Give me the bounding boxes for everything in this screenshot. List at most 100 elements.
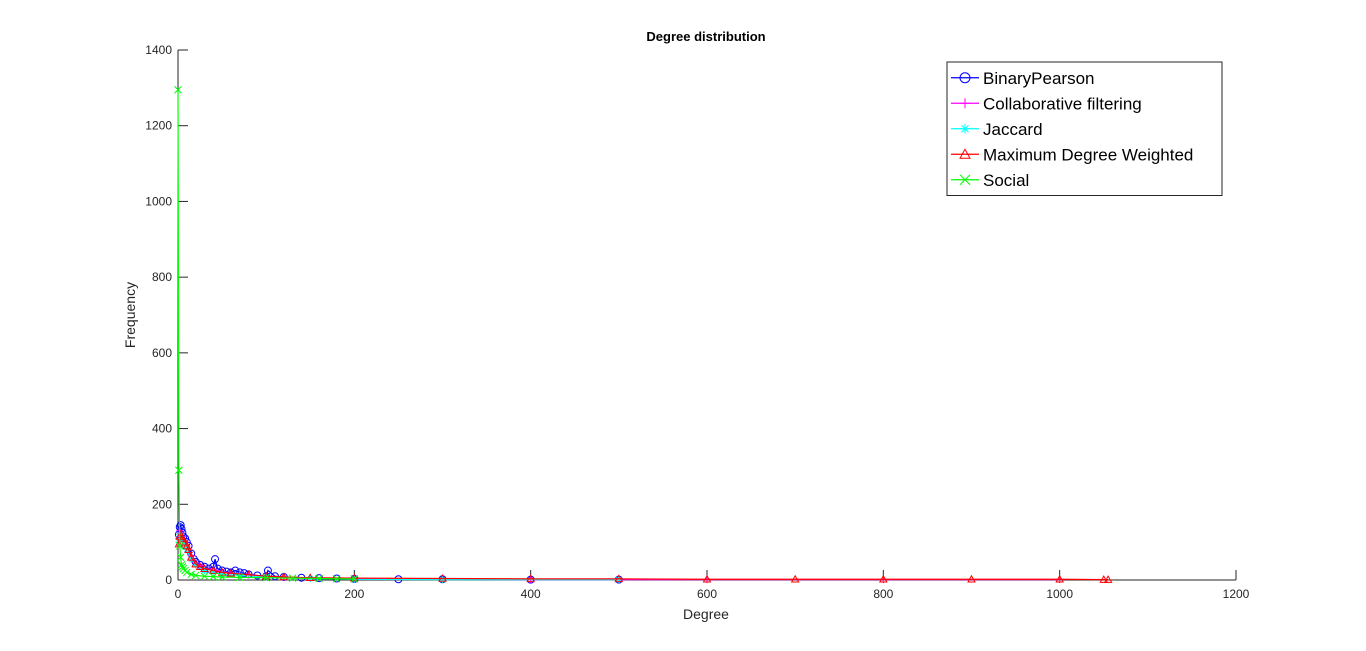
marker-stroke — [182, 568, 191, 577]
marker-stroke — [262, 573, 271, 582]
data-point — [263, 566, 272, 575]
marker-stroke — [191, 571, 200, 580]
x-tick-label: 800 — [873, 587, 893, 601]
data-point — [176, 521, 185, 530]
legend-label: Jaccard — [983, 120, 1043, 139]
x-axis-label: Degree — [683, 606, 729, 622]
y-tick-label: 600 — [152, 346, 172, 360]
marker-stroke — [235, 573, 244, 582]
data-point — [262, 573, 271, 582]
series-line — [178, 533, 1109, 581]
data-point — [305, 573, 315, 582]
data-point — [186, 552, 196, 561]
chart-title: Degree distribution — [646, 29, 765, 44]
legend: BinaryPearson Collaborative filtering Jacc… — [946, 61, 1223, 196]
data-point — [175, 542, 184, 550]
data-point — [191, 559, 200, 568]
legend-box — [946, 61, 1223, 196]
data-point — [332, 575, 341, 583]
y-tick-label: 1400 — [145, 43, 172, 57]
y-tick-label: 800 — [152, 270, 172, 284]
legend-marker — [959, 148, 971, 159]
legend-label: Social — [983, 171, 1029, 190]
y-tick-label: 1200 — [145, 119, 172, 133]
data-point — [790, 574, 800, 583]
legend-label: Collaborative filtering — [983, 94, 1142, 113]
x-tick-label: 200 — [344, 587, 364, 601]
legend-item: Jaccard — [951, 120, 1043, 139]
y-axis-label: Frequency — [122, 282, 138, 348]
y-tick-label: 200 — [152, 497, 172, 511]
marker-stroke — [218, 573, 226, 581]
x-tick-label: 600 — [697, 587, 717, 601]
data-point — [218, 573, 226, 581]
marker-stroke — [187, 570, 196, 579]
marker-stroke — [209, 572, 218, 581]
data-point — [184, 545, 193, 554]
plot-layer — [174, 85, 1113, 584]
data-point — [195, 562, 205, 571]
marker-stroke — [178, 562, 187, 571]
y-tick-label: 400 — [152, 422, 172, 436]
data-point — [174, 85, 182, 94]
series-social — [174, 85, 359, 583]
data-point — [279, 572, 289, 581]
data-point — [208, 566, 218, 574]
y-tick-label: 0 — [165, 573, 172, 587]
series-line — [177, 89, 355, 580]
data-point — [177, 561, 186, 569]
data-point — [614, 574, 624, 583]
marker-stroke — [177, 561, 186, 569]
series-maximum-degree-weighted — [174, 530, 1113, 583]
marker-stroke — [959, 174, 971, 186]
marker-stroke — [350, 575, 359, 583]
legend-marker — [960, 123, 970, 134]
data-point — [1055, 574, 1065, 583]
data-point — [182, 568, 191, 577]
data-point — [211, 555, 220, 564]
data-point — [191, 571, 200, 580]
legend-label: BinaryPearson — [983, 69, 1095, 88]
data-point — [526, 574, 536, 583]
data-point — [226, 568, 236, 577]
data-point — [175, 466, 183, 475]
legend-marker — [959, 174, 971, 186]
marker-stroke — [315, 574, 323, 583]
data-point — [315, 574, 323, 583]
axes-layer: 0 200 400 600 800 1000 1200 0 200 400 600 800 1000 12… — [145, 43, 1249, 601]
data-point — [178, 562, 187, 571]
marker-stroke — [175, 542, 184, 550]
data-point — [209, 572, 218, 581]
legend-label: Maximum Degree Weighted — [983, 145, 1193, 164]
data-point — [178, 533, 187, 542]
legend-marker — [959, 72, 971, 84]
data-point — [235, 573, 244, 582]
series-line — [178, 528, 1060, 581]
marker-stroke — [288, 574, 297, 582]
data-point — [217, 567, 227, 576]
x-tick-label: 1200 — [1223, 587, 1250, 601]
legend-item: BinaryPearson — [951, 69, 1095, 88]
legend-marker — [960, 98, 970, 109]
data-point — [187, 570, 196, 579]
data-point — [967, 574, 976, 583]
y-tick-label: 1000 — [145, 194, 172, 208]
x-tick-label: 0 — [175, 587, 182, 601]
data-point — [878, 574, 888, 583]
series-collaborative-filtering — [175, 527, 1064, 584]
x-tick-label: 1000 — [1046, 587, 1073, 601]
data-point — [438, 573, 447, 582]
data-point — [1099, 575, 1109, 583]
data-point — [1103, 575, 1113, 583]
data-point — [200, 564, 209, 572]
marker-stroke — [200, 572, 209, 581]
marker-stroke — [176, 553, 185, 562]
marker-stroke — [175, 466, 183, 475]
data-point — [350, 575, 359, 583]
marker-stroke — [961, 124, 969, 133]
marker-stroke — [174, 85, 182, 94]
legend-item: Maximum Degree Weighted — [951, 145, 1193, 164]
x-tick-label: 400 — [521, 587, 541, 601]
